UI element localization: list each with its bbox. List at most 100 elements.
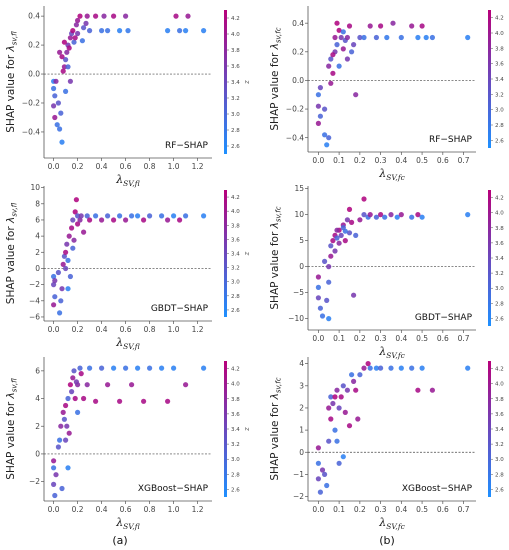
y-tick-label: 0 xyxy=(299,448,304,457)
data-point xyxy=(73,379,79,385)
data-point xyxy=(201,365,207,371)
colorbar-tick-label: 4.2 xyxy=(231,367,240,373)
data-point xyxy=(165,398,171,404)
data-point xyxy=(315,476,321,482)
x-tick-label: 0.1 xyxy=(333,334,345,343)
data-point xyxy=(147,365,153,371)
data-point xyxy=(326,279,332,285)
y-tick-label: 2 xyxy=(35,248,40,257)
x-tick-label: 0.7 xyxy=(458,505,470,514)
data-point xyxy=(53,472,59,478)
colorbar-tick-label: 4.2 xyxy=(231,195,240,201)
y-tick-label: −2 xyxy=(293,492,304,501)
data-point xyxy=(51,282,57,288)
data-point xyxy=(65,286,71,292)
data-point xyxy=(71,368,77,374)
data-point xyxy=(59,286,65,292)
data-point xyxy=(65,465,71,471)
data-point xyxy=(367,212,373,218)
colorbar-tick-label: 2.8 xyxy=(495,123,504,129)
data-point xyxy=(409,23,415,29)
data-point xyxy=(57,310,63,316)
data-point xyxy=(66,430,72,436)
data-point xyxy=(57,126,63,132)
colorbar-tick-label: 3.0 xyxy=(231,457,240,463)
data-point xyxy=(117,28,123,34)
y-tick-label: −1 xyxy=(293,470,304,479)
data-point xyxy=(351,42,357,48)
colorbar-tick-label: 4.2 xyxy=(231,16,240,22)
y-axis-label: SHAP value for λsv,fc xyxy=(269,377,283,480)
data-point xyxy=(123,365,129,371)
colorbar xyxy=(488,190,491,326)
data-point xyxy=(63,249,69,255)
data-point xyxy=(77,13,83,19)
data-point xyxy=(183,213,189,219)
panels: 0.0 0.2 0.4 0.6 0.8 1.0 1.2 −0.4 −0.2 0.0 0.2 0.4 SH… xyxy=(5,6,509,531)
data-point xyxy=(332,248,338,254)
data-point xyxy=(334,227,340,233)
x-tick-label: 0.8 xyxy=(144,505,156,514)
data-point xyxy=(324,297,330,303)
data-point xyxy=(415,34,421,41)
data-point xyxy=(419,214,425,220)
data-point xyxy=(334,438,340,444)
data-point xyxy=(70,245,76,251)
data-point xyxy=(87,365,93,371)
data-point xyxy=(69,225,75,231)
y-tick-label: 15 xyxy=(294,184,304,193)
colorbar-label: z xyxy=(243,427,251,432)
data-point xyxy=(465,212,471,218)
data-point xyxy=(71,237,77,243)
colorbar-tick-label: 3.8 xyxy=(231,223,240,229)
colorbar-tick-label: 3.4 xyxy=(231,80,240,86)
data-point xyxy=(52,294,58,300)
data-point xyxy=(57,437,63,443)
y-tick-label: 2 xyxy=(299,404,304,413)
data-point xyxy=(70,375,76,381)
data-point xyxy=(93,213,99,219)
data-point xyxy=(51,85,57,92)
data-point xyxy=(63,265,69,272)
caption-b: (b) xyxy=(379,534,395,547)
data-point xyxy=(75,17,81,24)
data-point xyxy=(67,35,73,41)
data-point xyxy=(346,23,353,29)
data-point xyxy=(409,214,415,220)
colorbar xyxy=(224,190,227,317)
data-point xyxy=(340,46,346,52)
data-point xyxy=(117,398,123,404)
data-point xyxy=(344,56,350,62)
data-point xyxy=(326,316,332,322)
data-point xyxy=(87,217,93,223)
data-point xyxy=(390,20,396,26)
data-point xyxy=(388,212,394,218)
colorbar-tick-label: 3.0 xyxy=(495,108,504,114)
x-tick-label: 1.0 xyxy=(168,325,180,334)
y-tick-label: 5 xyxy=(299,236,304,245)
colorbar-tick-label: 3.0 xyxy=(231,280,240,286)
panel-label: RF−SHAP xyxy=(429,135,473,145)
data-point xyxy=(99,217,105,223)
data-point xyxy=(357,217,363,223)
data-point xyxy=(322,471,328,477)
data-point xyxy=(52,93,58,99)
data-point xyxy=(61,39,67,45)
colorbar xyxy=(488,10,491,148)
data-point xyxy=(398,34,404,41)
colorbar-tick-label: 3.2 xyxy=(231,96,240,102)
x-tick-label: 1.0 xyxy=(168,505,180,514)
data-point xyxy=(328,243,334,249)
data-point xyxy=(429,387,435,393)
data-point xyxy=(336,405,342,411)
data-point xyxy=(81,229,87,235)
colorbar-tick-label: 3.6 xyxy=(495,412,504,418)
data-point xyxy=(330,400,336,407)
data-point xyxy=(378,365,384,371)
y-tick-label: −2 xyxy=(29,280,40,289)
data-point xyxy=(73,197,79,203)
data-point xyxy=(373,214,379,220)
data-point xyxy=(66,233,72,239)
data-point xyxy=(382,214,388,220)
data-point xyxy=(324,482,330,489)
